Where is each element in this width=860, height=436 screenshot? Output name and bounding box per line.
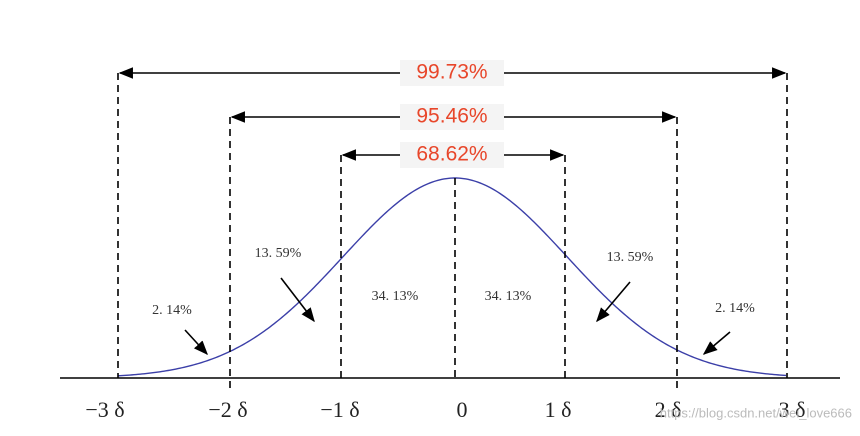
region-label: 2. 14% [715,301,755,316]
axis-label: 1 δ [545,397,572,422]
region-label: 13. 59% [255,246,302,261]
region-label: 34. 13% [372,289,419,304]
range-label: 68.62% [416,143,487,166]
axis-label: 2 δ [655,397,682,422]
normal-curve [117,177,787,377]
region-label: 2. 14% [152,303,192,318]
axis-label: −2 δ [208,397,247,422]
pointer-arrows [184,277,731,356]
axis-label: −1 δ [320,397,359,422]
dashed-lines [117,73,788,388]
axis-label: −3 δ [85,397,124,422]
axis-label: 0 [457,397,468,422]
range-label: 99.73% [416,61,487,84]
region-label: 34. 13% [485,289,532,304]
range-arrows [118,60,787,168]
range-label: 95.46% [416,105,487,128]
watermark: https://blog.csdn.net/wei_love666 [660,405,852,420]
region-label: 13. 59% [607,250,654,265]
axis-label: 3 δ [779,397,806,422]
